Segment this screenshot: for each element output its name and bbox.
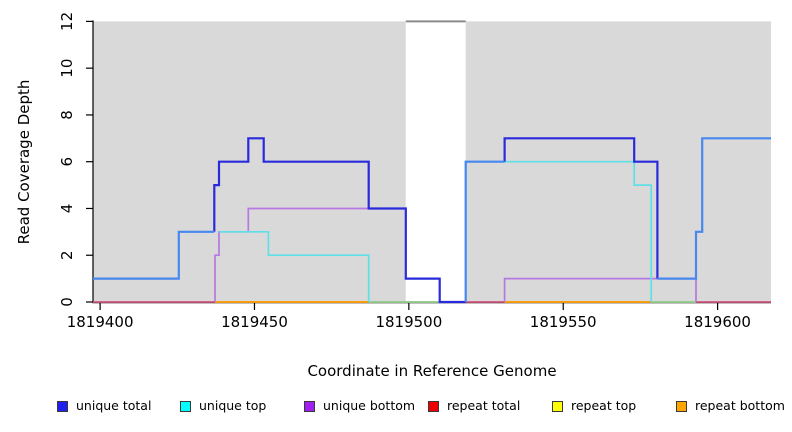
legend-item-repeat-bottom: repeat bottom xyxy=(676,398,785,413)
series-segment-unique-total-dark-a xyxy=(213,137,466,304)
legend-swatch-repeat-top xyxy=(552,400,563,412)
y-axis-title: Read Coverage Depth xyxy=(15,79,33,245)
y-tick-label: 6 xyxy=(58,157,76,167)
series-segment-unique-top-a xyxy=(219,230,370,302)
x-axis-title: Coordinate in Reference Genome xyxy=(307,362,557,380)
legend-item-unique-total: unique total xyxy=(57,398,152,413)
y-tick-label: 2 xyxy=(58,250,76,260)
legend-swatch-unique-top xyxy=(180,400,191,412)
series-segment-unique-bottom-b xyxy=(503,277,697,302)
series-segment-unique-total-bright-a xyxy=(93,230,215,280)
y-tick-label: 12 xyxy=(58,12,76,31)
series-segment-unique-total-bright-b xyxy=(464,160,505,302)
x-tick-label: 1819450 xyxy=(221,313,288,331)
legend-item-repeat-total: repeat total xyxy=(428,398,521,413)
x-tick-label: 1819550 xyxy=(530,313,597,331)
x-tick-label: 1819500 xyxy=(375,313,442,331)
legend-label: repeat bottom xyxy=(695,398,785,413)
legend-item-unique-bottom: unique bottom xyxy=(304,398,416,413)
legend-swatch-unique-total xyxy=(57,400,68,412)
legend-label: repeat top xyxy=(571,398,637,413)
legend-label: unique top xyxy=(199,398,267,413)
legend-swatch-repeat-total xyxy=(428,400,439,412)
y-tick-label: 10 xyxy=(58,59,76,78)
y-tick-label: 4 xyxy=(58,204,76,214)
legend-item-unique-top: unique top xyxy=(180,398,267,413)
legend-label: repeat total xyxy=(447,398,521,413)
y-tick-label: 0 xyxy=(58,297,76,307)
series-segment-unique-total-bright-c xyxy=(657,137,771,280)
legend-swatch-repeat-bottom xyxy=(676,400,687,412)
y-tick-label: 8 xyxy=(58,110,76,120)
series-segment-unique-total-dark-b xyxy=(503,137,659,279)
legend-swatch-unique-bottom xyxy=(304,400,315,412)
legend-label: unique total xyxy=(76,398,152,413)
x-tick-label: 1819400 xyxy=(67,313,134,331)
x-tick-label: 1819600 xyxy=(684,313,751,331)
legend-item-repeat-top: repeat top xyxy=(552,398,637,413)
legend-label: unique bottom xyxy=(323,398,416,413)
